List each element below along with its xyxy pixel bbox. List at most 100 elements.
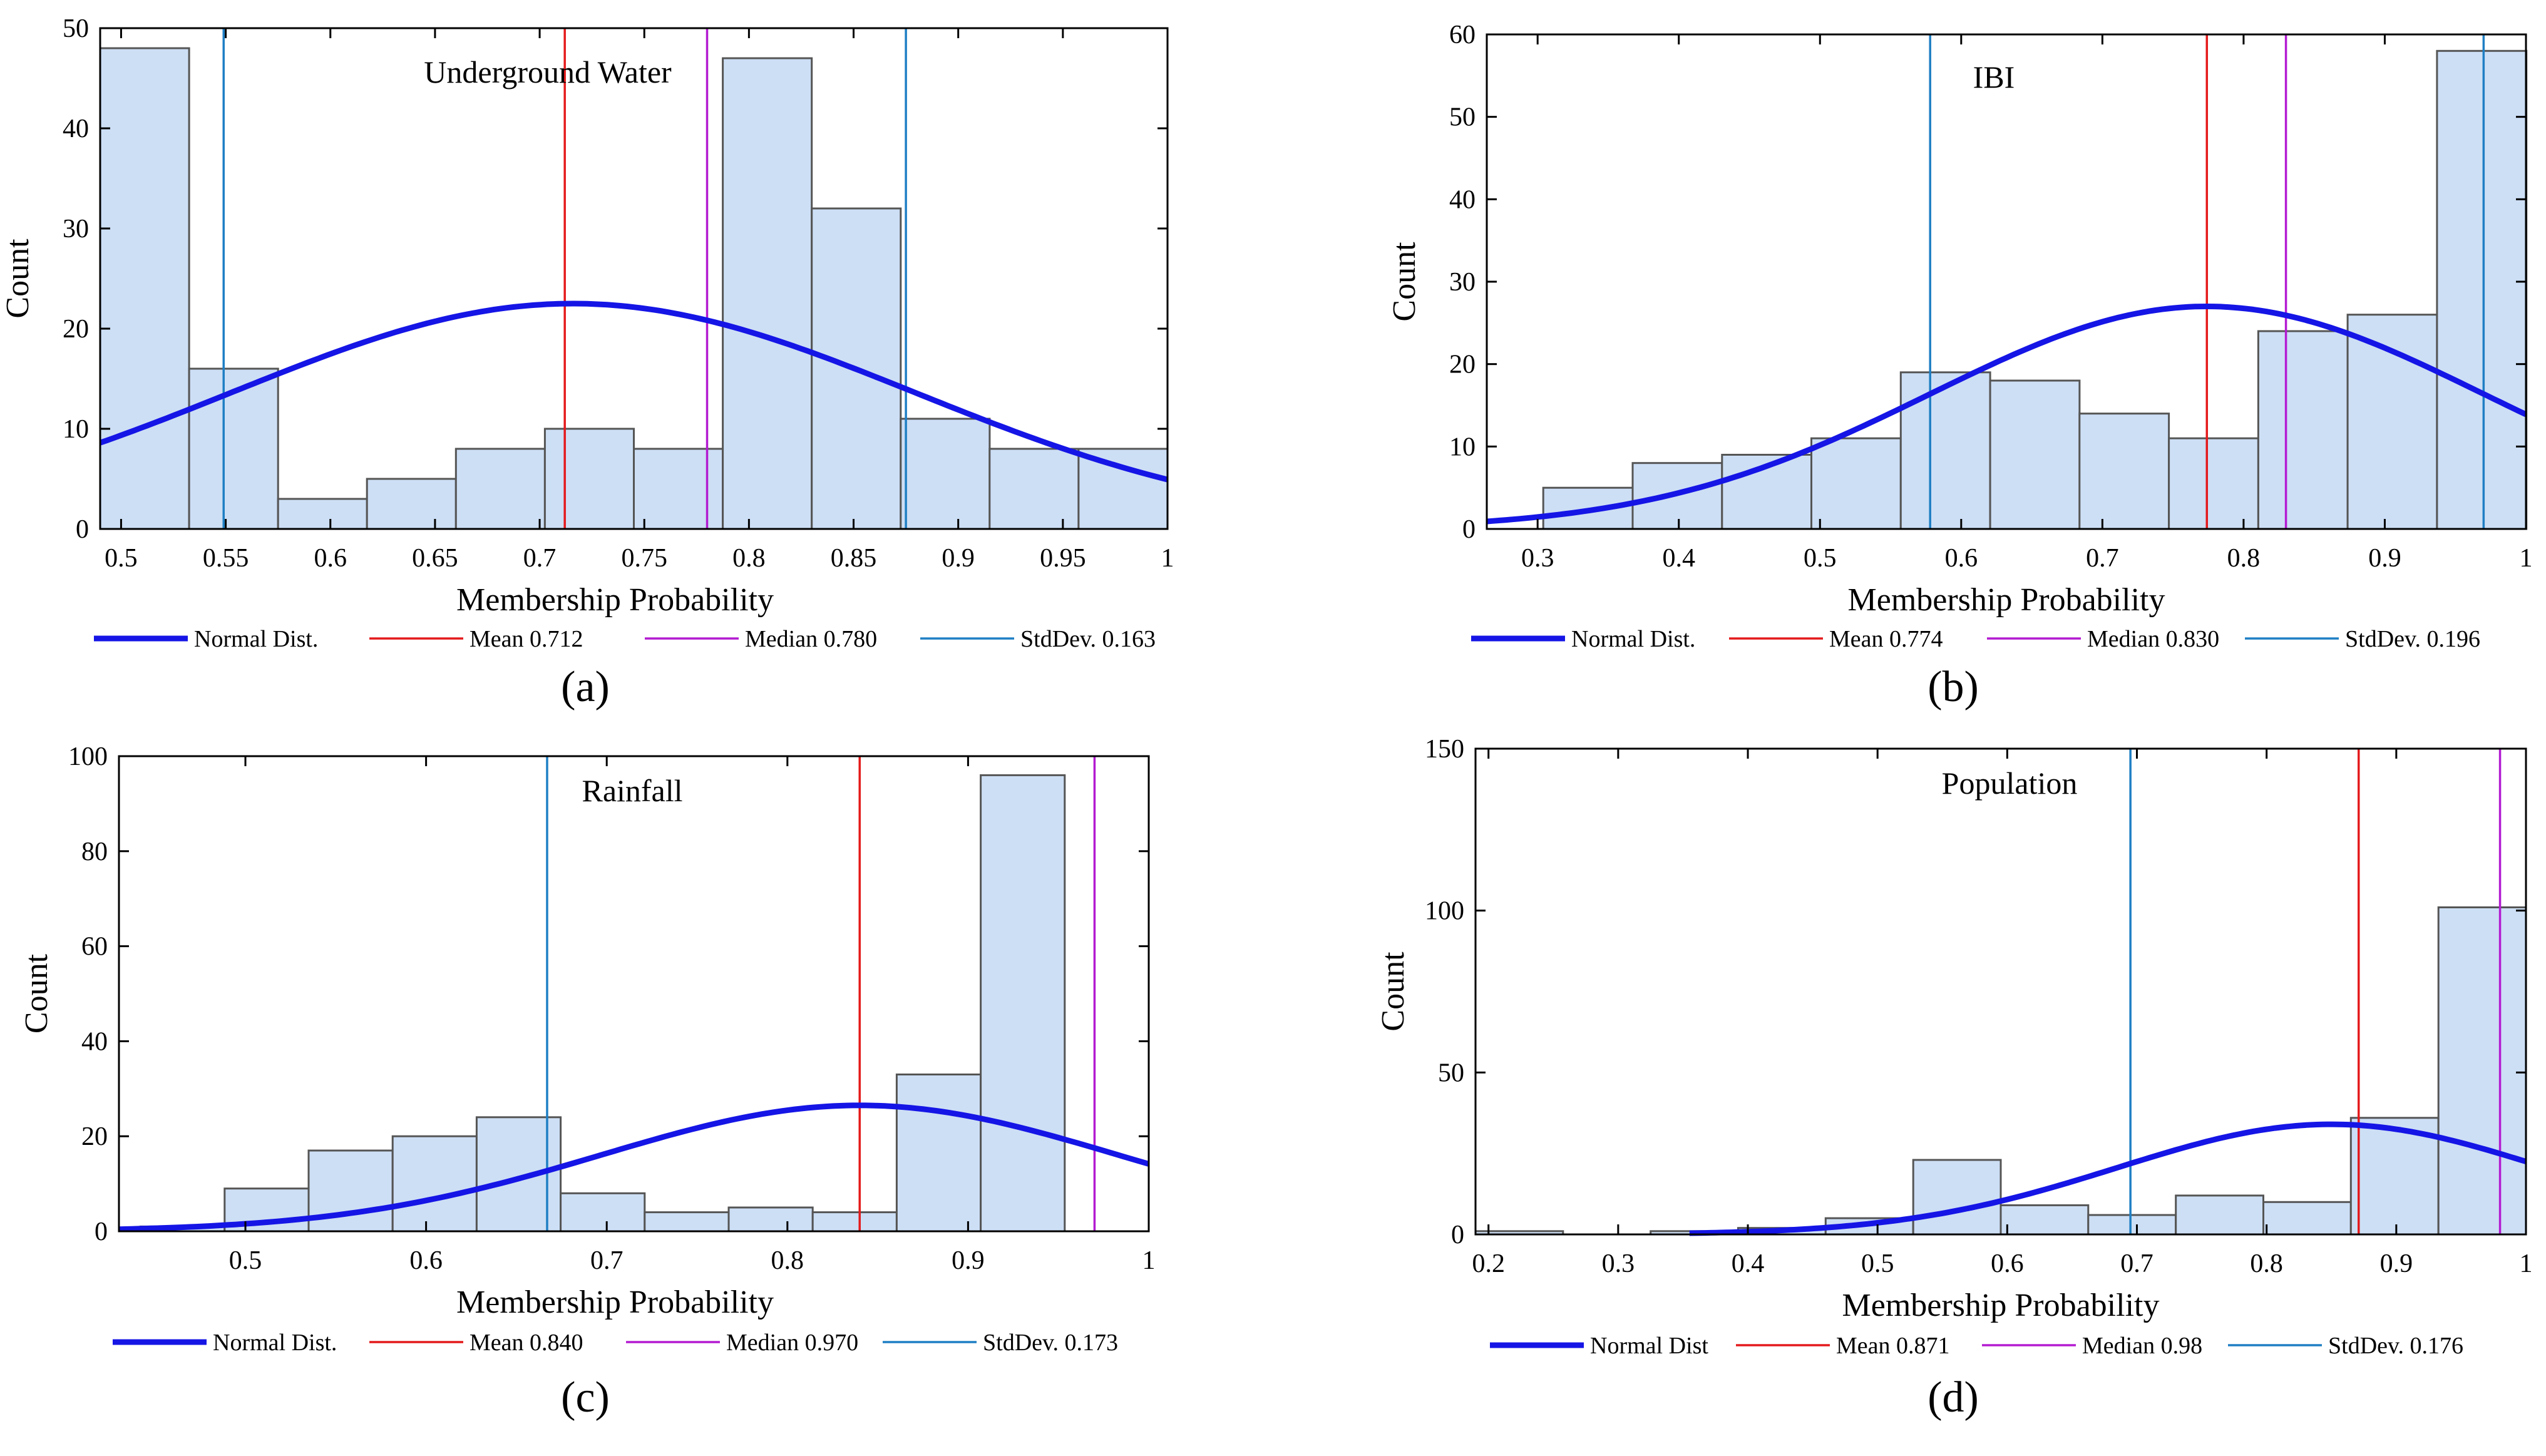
x-axis-label-c: Membership Probability	[456, 1284, 774, 1320]
histogram-bar-b-4	[1810, 437, 1902, 530]
y-tick-label-c-2: 20	[81, 1122, 108, 1151]
y-axis-label-c: Count	[19, 953, 54, 1033]
y-tick-label-d-2: 50	[1438, 1059, 1464, 1087]
x-tick-label-d-7: 0.8	[2250, 1249, 2283, 1278]
bars-d	[1474, 906, 2527, 1236]
legend-mean-c: Mean 0.840	[470, 1330, 583, 1356]
histogram-bar-c-6	[560, 1192, 646, 1233]
histogram-bar-b-7	[2078, 413, 2170, 530]
y-tick-label-b-1: 0	[1462, 515, 1476, 544]
legend-mean-a: Mean 0.712	[470, 626, 583, 652]
x-tick-label-a-10: 0.95	[1040, 544, 1086, 573]
y-tick-label-b-6: 50	[1449, 103, 1476, 132]
y-tick-label-c-4: 60	[81, 933, 108, 961]
x-tick-label-c-6: 1	[1142, 1246, 1156, 1275]
y-tick-label-d-4: 150	[1425, 735, 1464, 764]
chart-title-a: Underground Water	[424, 54, 672, 90]
x-tick-label-a-4: 0.65	[412, 544, 458, 573]
histogram-bar-a-11	[988, 448, 1080, 530]
x-tick-label-c-3: 0.7	[590, 1246, 624, 1275]
normal-curve-a	[99, 300, 1169, 483]
chart-title-b: IBI	[1973, 59, 2015, 95]
x-tick-label-b-6: 0.8	[2227, 544, 2261, 573]
x-tick-label-b-2: 0.4	[1662, 544, 1695, 573]
x-tick-label-a-7: 0.8	[732, 544, 766, 573]
legend-stddev-a: StdDev. 0.163	[1020, 626, 1156, 652]
y-tick-label-d-1: 0	[1451, 1221, 1464, 1249]
histogram-bar-d-10	[2262, 1201, 2352, 1236]
x-tick-label-d-4: 0.5	[1861, 1249, 1894, 1278]
ticks-d: 0.2 0.3 0.4 0.5 0.6 0.7 0.8 0.9 1 0 50 100 150	[1425, 735, 2533, 1278]
x-tick-label-a-9: 0.9	[942, 544, 975, 573]
y-tick-label-a-3: 20	[63, 315, 89, 344]
y-tick-label-c-3: 40	[81, 1027, 108, 1056]
y-tick-label-b-7: 60	[1449, 21, 1476, 49]
legend-median-d: Median 0.98	[2082, 1333, 2202, 1359]
ticks-c: 0.5 0.6 0.7 0.8 0.9 1 0 20 40 60 80 100	[68, 742, 1156, 1275]
histogram-bar-d-12	[2437, 906, 2527, 1236]
histogram-bar-a-7	[633, 448, 724, 530]
plot-frame-a	[99, 27, 1169, 530]
marks-b	[1486, 34, 2527, 529]
legend-mean-b: Mean 0.774	[1829, 626, 1943, 652]
normal-curve-b	[1486, 304, 2527, 525]
y-tick-label-c-1: 0	[95, 1218, 108, 1246]
bars-b	[1542, 49, 2528, 530]
histogram-bar-b-8	[2168, 437, 2259, 530]
marks-d	[1689, 749, 2527, 1236]
plot-frame-d	[1474, 747, 2527, 1236]
panel-label-b: (b)	[1927, 663, 1979, 711]
legend-c: Normal Dist. Mean 0.840 Median 0.970 Std…	[113, 1330, 1118, 1356]
histogram-bar-d-8	[2087, 1214, 2177, 1236]
legend-stddev-b: StdDev. 0.196	[2345, 626, 2480, 652]
x-tick-label-d-9: 1	[2520, 1249, 2533, 1278]
histogram-bar-b-11	[2436, 49, 2528, 530]
histogram-bar-a-1	[99, 47, 190, 530]
y-tick-label-b-3: 20	[1449, 351, 1476, 379]
histogram-bar-b-10	[2346, 314, 2438, 530]
x-tick-label-b-3: 0.5	[1804, 544, 1837, 573]
histogram-bar-b-6	[1989, 379, 2081, 530]
x-tick-label-c-2: 0.6	[409, 1246, 443, 1275]
x-tick-label-d-1: 0.2	[1472, 1249, 1505, 1278]
x-tick-label-b-5: 0.7	[2086, 544, 2119, 573]
histogram-bar-d-6	[1912, 1159, 2002, 1236]
legend-median-c: Median 0.970	[726, 1330, 858, 1356]
histogram-bar-b-5	[1899, 371, 1991, 530]
y-tick-label-a-6: 50	[63, 14, 89, 43]
histogram-bar-a-10	[900, 418, 991, 530]
y-axis-label-d: Count	[1375, 951, 1411, 1032]
x-tick-label-b-4: 0.6	[1945, 544, 1978, 573]
chart-panel-c: 0.5 0.6 0.7 0.8 0.9 1 0 20 40 60 80 100 Rainfall Me…	[19, 742, 1156, 1422]
x-tick-label-d-8: 0.9	[2380, 1249, 2413, 1278]
y-tick-label-c-5: 80	[81, 838, 108, 866]
panel-label-d: (d)	[1927, 1373, 1979, 1422]
x-tick-label-a-2: 0.55	[203, 544, 249, 573]
histogram-bar-a-6	[543, 428, 635, 530]
histogram-bar-d-9	[2175, 1194, 2264, 1236]
histogram-bar-a-8	[722, 57, 813, 530]
legend-median-a: Median 0.780	[745, 626, 877, 652]
x-tick-label-b-1: 0.3	[1521, 544, 1554, 573]
y-axis-label-a: Count	[0, 238, 36, 319]
x-axis-label-a: Membership Probability	[456, 582, 774, 618]
histogram-bar-c-9	[811, 1211, 898, 1233]
bars-c	[140, 774, 1066, 1233]
y-tick-label-a-1: 0	[76, 515, 89, 544]
x-tick-label-b-7: 0.9	[2368, 544, 2401, 573]
normal-curve-d	[1689, 1121, 2527, 1236]
histogram-bar-a-3	[277, 498, 368, 530]
y-axis-label-b: Count	[1387, 242, 1422, 322]
legend-b: Normal Dist. Mean 0.774 Median 0.830 Std…	[1471, 626, 2480, 652]
y-tick-label-a-4: 30	[63, 215, 89, 244]
histogram-bar-c-8	[727, 1206, 814, 1233]
x-tick-label-c-1: 0.5	[229, 1246, 262, 1275]
plot-frame-c	[118, 755, 1150, 1233]
x-tick-label-a-11: 1	[1161, 544, 1174, 573]
legend-stddev-c: StdDev. 0.173	[983, 1330, 1118, 1356]
y-tick-label-d-3: 100	[1425, 897, 1464, 926]
bars-a	[99, 47, 1169, 530]
y-tick-label-a-5: 40	[63, 115, 89, 143]
y-tick-label-c-6: 100	[68, 742, 108, 771]
x-tick-label-d-5: 0.6	[1991, 1249, 2024, 1278]
